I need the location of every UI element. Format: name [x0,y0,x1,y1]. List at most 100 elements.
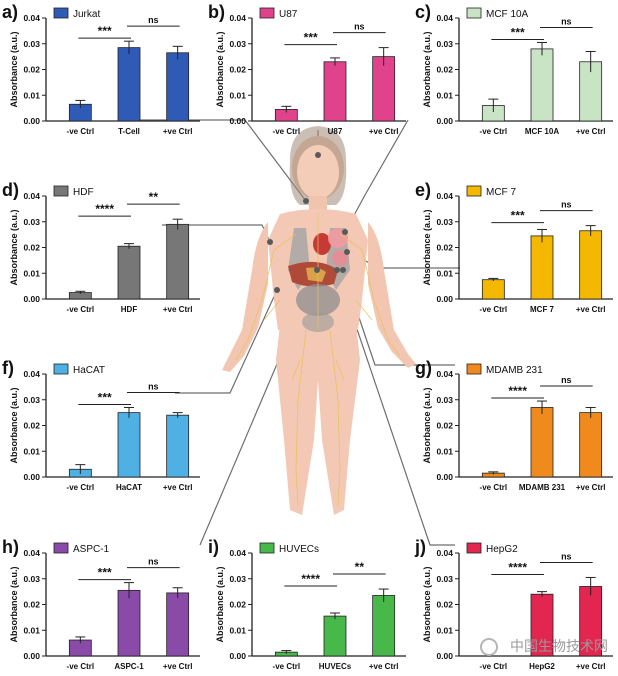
x-tick-label: MDAMB 231 [519,483,566,492]
x-tick-label: T-Cell [118,127,140,136]
chart-panel: c) 0.00 0.01 0.02 0.03 0.04 Absorbance (a.u.) M… [415,2,613,136]
legend-swatch [466,542,482,554]
y-tick-label: 0.03 [436,39,453,49]
chart-panel: g) 0.00 0.01 0.02 0.03 0.04 Absorbance (a.u.) M… [415,358,613,492]
bar [530,235,554,300]
legend-swatch [466,363,482,375]
panel-label: f) [2,358,14,378]
x-tick-label: -ve Ctrl [67,127,95,136]
x-tick-label: +ve Ctrl [163,662,193,671]
significance-label: ns [148,15,159,25]
significance-label: **** [508,560,527,574]
y-tick-label: 0.01 [436,268,453,278]
panel-label: d) [2,180,19,200]
bar [166,414,190,478]
y-tick-label: 0.01 [436,90,453,100]
legend-swatch [259,542,275,554]
x-tick-label: -ve Ctrl [480,127,508,136]
legend-label: ASPC-1 [73,544,110,555]
legend-swatch [53,7,69,19]
y-tick-label: 0.01 [23,90,40,100]
significance-label: *** [304,31,318,45]
y-tick-label: 0.03 [436,574,453,584]
bar [323,615,347,657]
y-tick-label: 0.02 [23,600,40,610]
bar [372,56,396,122]
y-tick-label: 0.01 [229,625,246,635]
panel-label: a) [2,2,18,22]
y-tick-label: 0.04 [229,13,246,23]
panel-label: i) [208,537,219,557]
chart-panel: i) 0.00 0.01 0.02 0.03 0.04 Absorbance (a.u.) H… [208,537,406,671]
bar [579,230,603,300]
y-tick-label: 0.03 [23,217,40,227]
y-axis-label: Absorbance (a.u.) [9,209,19,285]
y-tick-label: 0.01 [23,268,40,278]
significance-label: **** [95,202,114,216]
legend-swatch [53,363,69,375]
x-tick-label: -ve Ctrl [273,662,301,671]
bar [117,412,141,478]
chart-panel: e) 0.00 0.01 0.02 0.03 0.04 Absorbance (a.u.) M… [415,180,613,314]
x-tick-label: HaCAT [116,483,142,492]
legend-label: HepG2 [486,544,518,555]
legend-label: HDF [73,187,94,198]
significance-label: ns [561,200,572,210]
y-tick-label: 0.02 [23,421,40,431]
x-tick-label: MCF 7 [530,305,555,314]
legend-swatch [53,542,69,554]
y-tick-label: 0.03 [436,217,453,227]
y-axis-label: Absorbance (a.u.) [422,209,432,285]
legend-label: Jurkat [73,9,100,20]
legend-label: MDAMB 231 [486,365,543,376]
x-tick-label: -ve Ctrl [480,305,508,314]
bar [579,412,603,478]
x-tick-label: +ve Ctrl [576,483,606,492]
y-tick-label: 0.00 [436,651,453,661]
significance-label: *** [98,566,112,580]
x-tick-label: -ve Ctrl [67,305,95,314]
y-tick-label: 0.01 [436,625,453,635]
y-tick-label: 0.04 [229,548,246,558]
y-tick-label: 0.01 [23,625,40,635]
y-tick-label: 0.00 [229,651,246,661]
y-tick-label: 0.00 [23,116,40,126]
y-tick-label: 0.02 [436,65,453,75]
chart-panel: d) 0.00 0.01 0.02 0.03 0.04 Absorbance (a.u.) H… [2,180,200,314]
bar [530,48,554,122]
panel-label: h) [2,537,19,557]
y-tick-label: 0.01 [229,90,246,100]
y-tick-label: 0.02 [23,243,40,253]
y-tick-label: 0.00 [23,472,40,482]
y-tick-label: 0.01 [436,446,453,456]
y-tick-label: 0.00 [436,472,453,482]
significance-label: *** [511,25,525,39]
panel-label: c) [415,2,431,22]
y-axis-label: Absorbance (a.u.) [9,387,19,463]
significance-label: ns [148,381,159,391]
bar [530,407,554,478]
y-tick-label: 0.01 [23,446,40,456]
significance-label: ns [561,16,572,26]
legend-label: HUVECs [279,544,319,555]
y-tick-label: 0.00 [436,294,453,304]
y-tick-label: 0.02 [23,65,40,75]
y-tick-label: 0.03 [229,39,246,49]
x-tick-label: +ve Ctrl [163,483,193,492]
x-tick-label: -ve Ctrl [67,662,95,671]
panel-label: j) [414,537,426,557]
y-tick-label: 0.02 [229,600,246,610]
x-tick-label: +ve Ctrl [369,127,399,136]
significance-label: ns [354,22,365,32]
y-tick-label: 0.04 [436,191,453,201]
y-tick-label: 0.03 [229,574,246,584]
x-tick-label: -ve Ctrl [67,483,95,492]
y-axis-label: Absorbance (a.u.) [215,566,225,642]
x-tick-label: HepG2 [529,662,555,671]
legend-label: MCF 7 [486,187,516,198]
y-axis-label: Absorbance (a.u.) [422,31,432,107]
y-tick-label: 0.03 [23,395,40,405]
charts-layer: a) 0.00 0.01 0.02 0.03 0.04 Absorbance (a.u.) J… [2,2,613,671]
x-tick-label: -ve Ctrl [480,483,508,492]
significance-label: ns [561,551,572,561]
